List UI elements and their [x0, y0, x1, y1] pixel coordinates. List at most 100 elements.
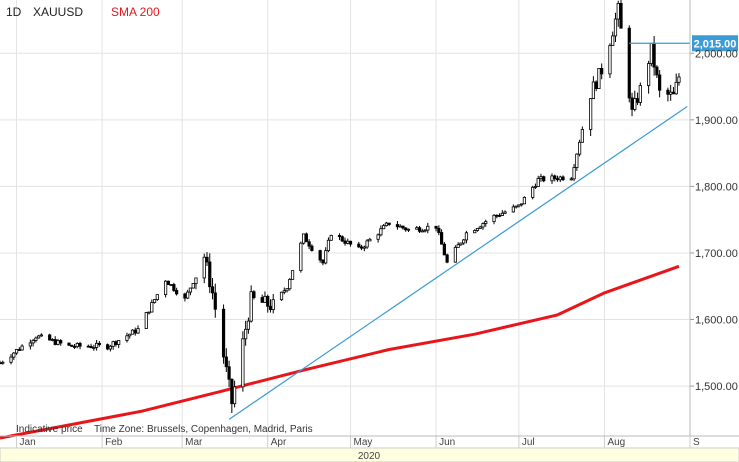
candle-body [522, 196, 527, 205]
candle-body [580, 129, 584, 143]
candle-body [456, 244, 460, 248]
candle-body [128, 333, 132, 337]
candle-body [56, 340, 60, 345]
candle-body [304, 233, 308, 243]
candle-body [630, 97, 634, 110]
candle-body [125, 335, 129, 341]
candle-body [434, 225, 438, 229]
candle-body [326, 239, 331, 252]
candle-body [75, 343, 79, 348]
candle-body [669, 91, 673, 95]
candle-body [282, 290, 286, 293]
candle-body [136, 328, 140, 334]
candle-body [459, 242, 463, 246]
y-tick-label: 1,500.00 [695, 381, 738, 393]
y-tick-label: 2,000.00 [695, 48, 738, 60]
candle-body [89, 346, 93, 349]
candle-body [503, 211, 507, 214]
candle-body [633, 98, 637, 110]
x-tick-label: Jul [522, 437, 535, 448]
candle-body [92, 347, 96, 349]
candle-body [500, 212, 504, 216]
candle-body [263, 295, 267, 303]
y-tick-label: 1,900.00 [695, 115, 738, 127]
candle-body [362, 246, 366, 249]
candle-body [221, 308, 226, 358]
candle-body [464, 232, 469, 241]
candle-body [445, 254, 449, 263]
candle-body [638, 85, 642, 103]
candle-body [514, 205, 518, 208]
candle-body [260, 297, 264, 303]
candle-body [357, 243, 361, 248]
candle-body [415, 227, 419, 230]
candle-body [337, 235, 342, 238]
candle-body [188, 287, 193, 293]
candle-body [572, 167, 576, 180]
candle-body [14, 349, 19, 354]
candle-body [117, 340, 121, 345]
candle-body [1, 361, 5, 364]
candle-body [492, 214, 496, 222]
candle-body [613, 18, 618, 37]
candle-body [130, 329, 135, 335]
candle-body [539, 176, 543, 179]
candle-body [417, 227, 422, 232]
candle-body [246, 320, 250, 330]
candle-body [481, 223, 485, 228]
candle-body [437, 227, 441, 233]
candle-body [497, 215, 502, 217]
candle-body [517, 204, 521, 207]
candle-body [395, 224, 400, 228]
candle-body [520, 203, 524, 206]
candle-body [484, 221, 488, 224]
candle-body [561, 176, 565, 181]
candle-body [59, 340, 63, 344]
candle-body [555, 178, 560, 181]
candle-body [39, 334, 44, 337]
candle-body [348, 240, 353, 245]
candle-body [97, 342, 101, 346]
x-tick-label: May [354, 437, 373, 448]
candle-body [658, 74, 662, 91]
candle-body [108, 345, 112, 350]
candle-body [271, 299, 275, 311]
x-tick-label: S [693, 437, 700, 448]
y-axis: 1,500.00 1,600.00 1,700.00 1,800.00 1,900.00… [689, 0, 738, 448]
price-tag [692, 35, 738, 52]
candle-body [655, 66, 659, 76]
candle-body [310, 245, 314, 251]
candle-body [34, 337, 38, 341]
candle-body [542, 176, 546, 182]
candle-body [329, 235, 333, 241]
candle-body [37, 335, 41, 339]
candle-body [20, 345, 24, 351]
candle-body [307, 241, 311, 247]
candle-body [619, 3, 623, 29]
candle-body [531, 186, 535, 198]
candle-body [575, 153, 579, 168]
candle-body [398, 225, 402, 228]
trendline-layer [228, 106, 688, 420]
candle-body [671, 91, 676, 95]
indicator-label: SMA 200 [111, 5, 160, 19]
x-tick-label: Jan [20, 437, 36, 448]
support-trendline[interactable] [228, 106, 688, 420]
candle-body [70, 344, 74, 347]
candle-body [183, 293, 187, 299]
candle-body [50, 339, 55, 341]
candle-body [205, 256, 209, 263]
candle-body [453, 247, 458, 263]
candle-body [550, 175, 554, 182]
x-tick-label: Aug [607, 437, 625, 448]
candle-body [208, 261, 212, 288]
candle-body [290, 270, 295, 280]
candle-body [266, 295, 270, 307]
candle-body [194, 277, 198, 284]
candle-body [155, 294, 159, 300]
candle-body [191, 283, 195, 289]
x-tick-label: Feb [105, 437, 123, 448]
timeframe-label: 1D [6, 5, 22, 19]
